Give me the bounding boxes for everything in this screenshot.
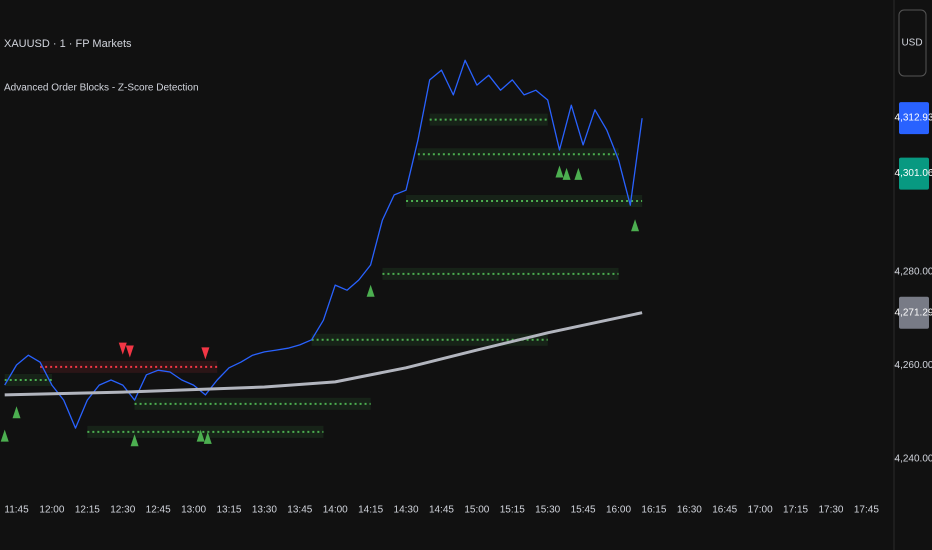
bullish-signal [574,167,583,180]
x-tick-label: 17:30 [818,505,843,516]
chart-title: XAUUSD · 1 · FP Markets [4,38,132,50]
indicator-title: Advanced Order Blocks - Z-Score Detectio… [4,83,199,94]
bullish-signal [196,429,205,442]
moving-average [4,311,643,397]
y-tick-label: 4,260.00 [895,360,932,371]
currency-button[interactable] [898,9,927,77]
x-tick-label: 13:00 [181,505,206,516]
order-block [429,113,548,126]
price-label: 4,301.06 [895,168,932,179]
x-tick-label: 14:45 [429,505,454,516]
price-label-box [899,157,929,190]
bullish-signal [203,431,212,444]
price-label-box [899,296,929,329]
x-tick-label: 15:00 [464,505,489,516]
bullish-signal [12,406,21,419]
x-tick-label: 16:15 [641,505,666,516]
order-block [311,333,548,346]
order-block [134,397,371,410]
bullish-signal [562,167,571,180]
x-tick-label: 13:45 [287,505,312,516]
order-block [382,267,619,280]
x-tick-label: 11:45 [4,505,29,516]
order-block [4,373,52,386]
y-tick-label: 4,280.00 [895,267,932,278]
x-tick-label: 14:15 [358,505,383,516]
bearish-signal [201,347,210,360]
price-line [4,59,643,429]
price-label-box [899,102,929,135]
x-tick-label: 12:45 [146,505,171,516]
x-tick-label: 16:45 [712,505,737,516]
x-tick-label: 14:00 [323,505,348,516]
order-block [87,425,324,438]
x-tick-label: 15:30 [535,505,560,516]
x-tick-label: 16:30 [677,505,702,516]
bullish-signal [555,165,564,178]
x-tick-label: 17:00 [748,505,773,516]
x-tick-label: 14:30 [394,505,419,516]
bullish-signal [631,219,640,232]
price-label: 4,312.93 [895,113,932,124]
bullish-signal [0,429,9,442]
order-block [406,194,643,207]
price-label: 4,271.29 [895,307,932,318]
x-tick-label: 15:15 [500,505,525,516]
x-tick-label: 13:30 [252,505,277,516]
x-tick-label: 12:30 [110,505,135,516]
x-tick-label: 15:45 [571,505,596,516]
x-tick-label: 17:45 [854,505,879,516]
bullish-signal [366,284,375,297]
bearish-signal [125,345,134,358]
bullish-signal [130,434,139,447]
order-block [40,360,218,373]
y-tick-label: 4,240.00 [895,454,932,465]
x-tick-label: 17:15 [783,505,808,516]
x-tick-label: 16:00 [606,505,631,516]
x-tick-label: 12:15 [75,505,100,516]
bearish-signal [118,342,127,355]
x-tick-label: 12:00 [39,505,64,516]
x-tick-label: 13:15 [216,505,241,516]
currency-label: USD [901,38,922,49]
